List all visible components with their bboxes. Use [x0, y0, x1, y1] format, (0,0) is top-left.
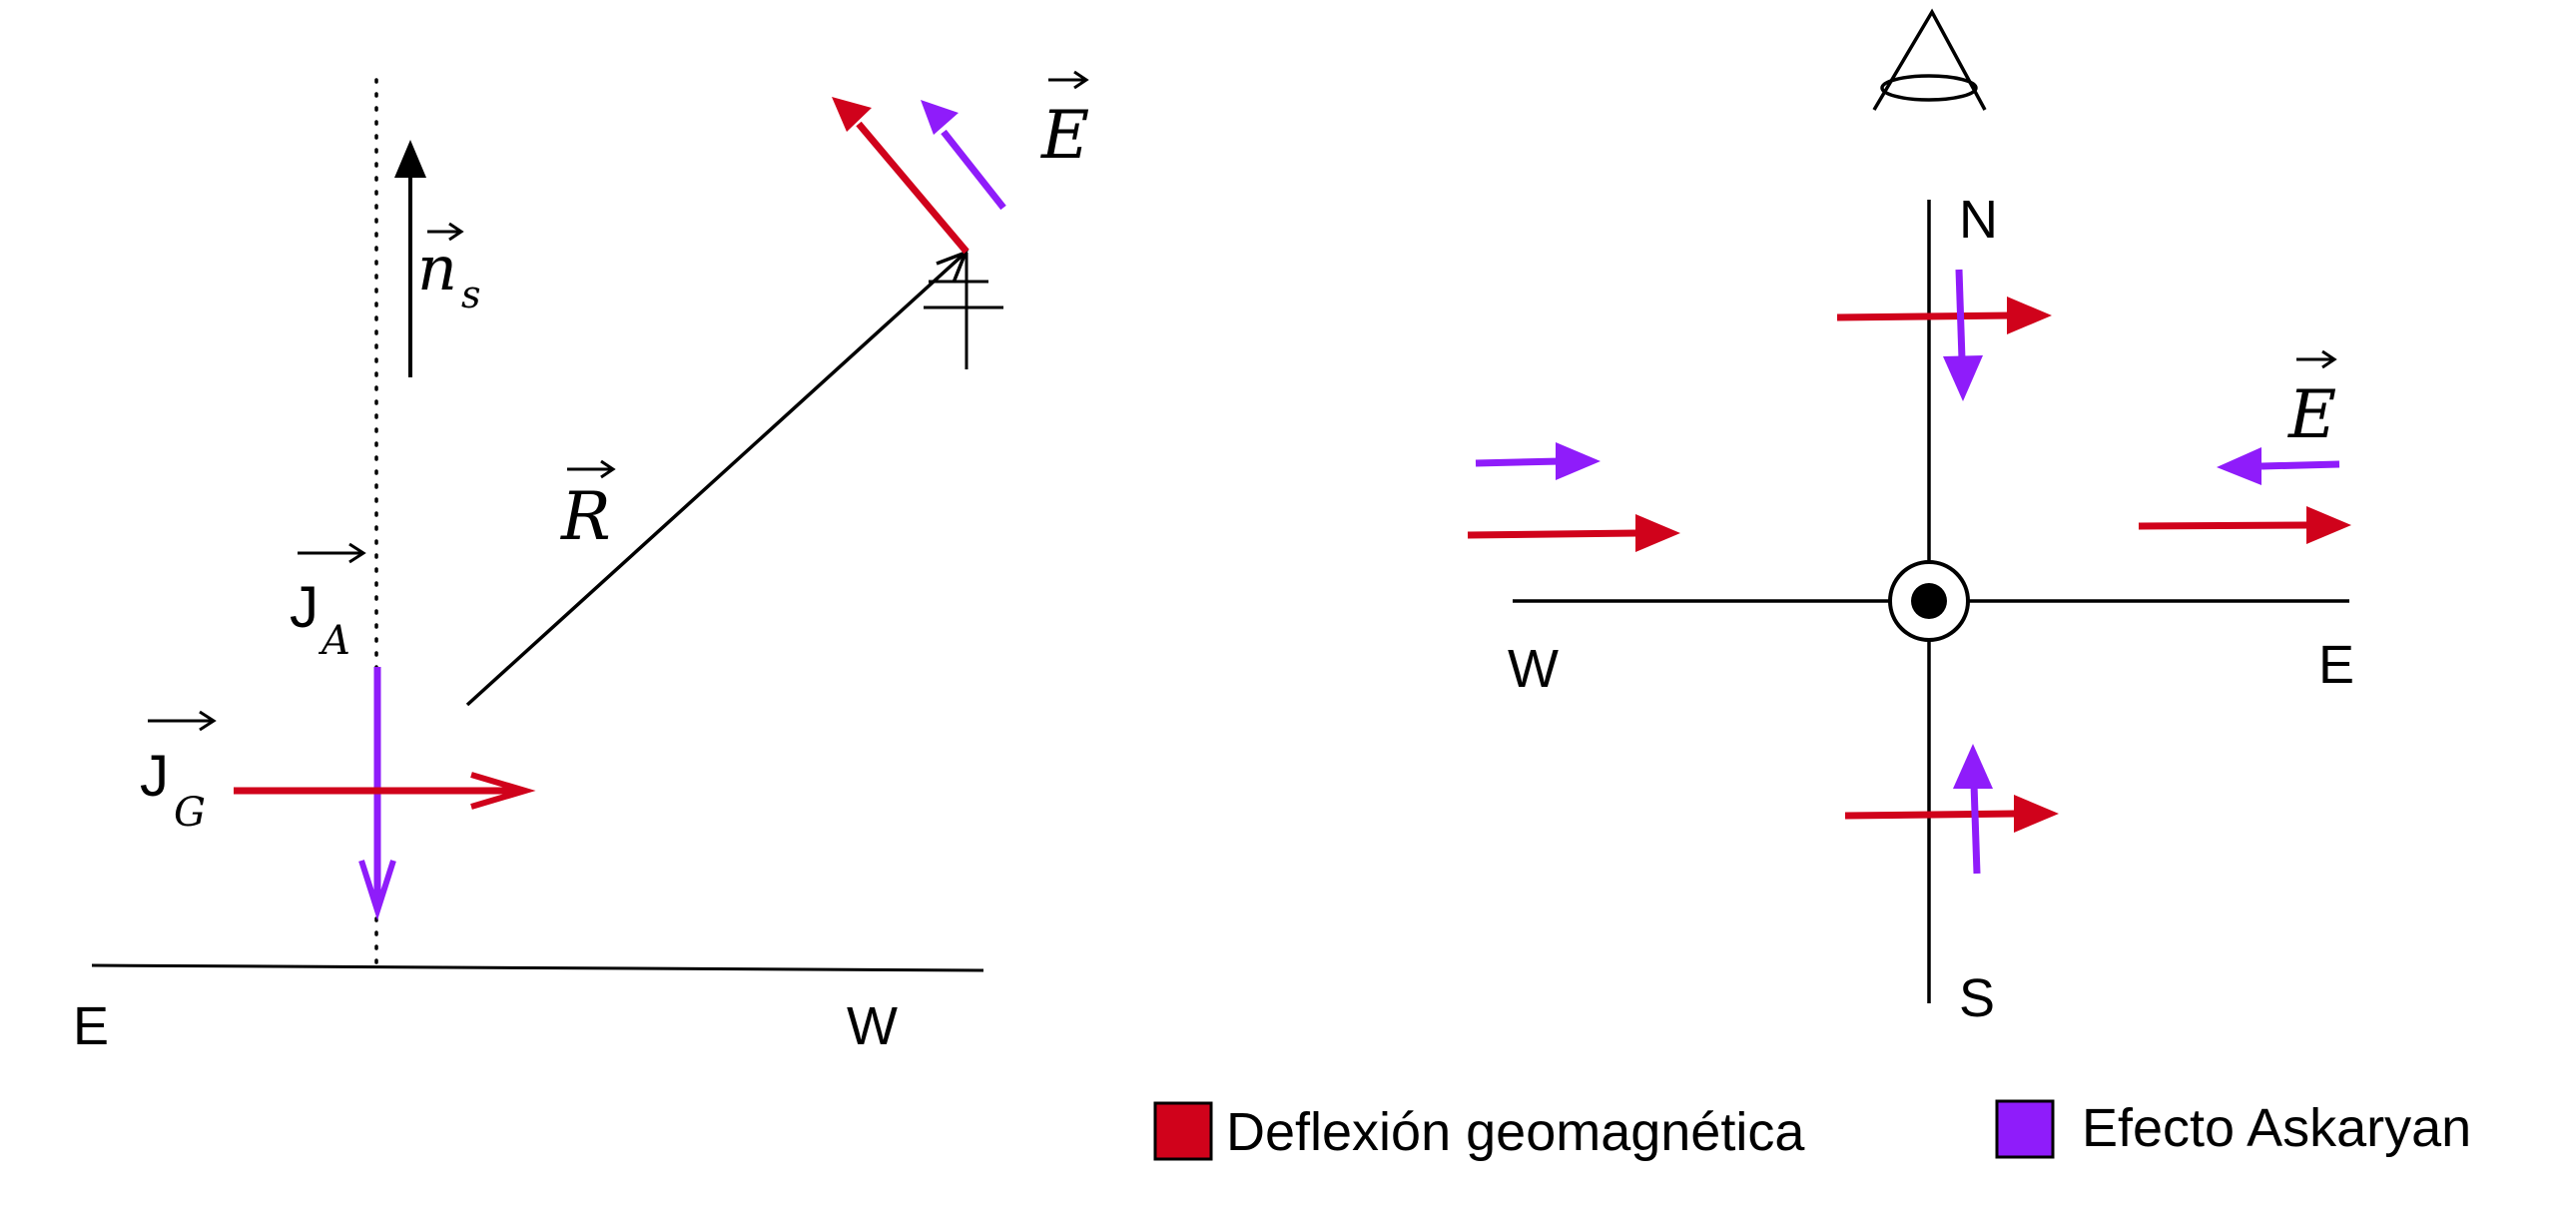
- vector-overarrow-icon: [567, 459, 616, 479]
- position-vector-arrow: [465, 249, 969, 707]
- geomagnetic-current-symbol: J: [140, 744, 169, 809]
- geomagnetic-current-arrow: [234, 772, 536, 810]
- label-south: S: [1959, 968, 1995, 1028]
- south-geomagnetic-arrow: [1844, 795, 2059, 833]
- vector-overarrow-icon: [1048, 70, 1089, 90]
- vector-overarrow-icon: [427, 222, 464, 242]
- legend: Deflexión geomagnética Efecto Askaryan: [1153, 1098, 2471, 1162]
- position-vector-symbol: R: [560, 478, 611, 555]
- askaryan-current-arrow: [358, 667, 396, 920]
- askaryan-current-subscript: A: [318, 618, 350, 664]
- dot-in-circle-icon: [1888, 560, 1970, 642]
- label-east-left: E: [73, 996, 109, 1056]
- west-geomagnetic-arrow: [1467, 514, 1680, 552]
- left-panel: n s R: [73, 70, 1089, 1056]
- vector-overarrow-icon: [298, 542, 366, 564]
- north-geomagnetic-arrow: [1836, 297, 2052, 334]
- right-panel: E N S W E: [1467, 8, 2354, 1028]
- right-field-vector-symbol: E: [2287, 376, 2336, 453]
- geomagnetic-current-subscript: G: [174, 790, 206, 836]
- legend-swatch-geomagnetic: [1153, 1101, 1213, 1161]
- askaryan-current-label: J A: [290, 542, 366, 664]
- label-north: N: [1959, 190, 1998, 250]
- label-east-right: E: [2318, 635, 2354, 695]
- normal-vector-arrow: [394, 140, 426, 377]
- eye-icon: [1872, 8, 1987, 111]
- normal-vector-subscript: s: [461, 273, 481, 316]
- field-vector-symbol: E: [1040, 97, 1089, 174]
- north-askaryan-arrow: [1943, 269, 1983, 401]
- position-vector-label: R: [560, 459, 616, 555]
- east-geomagnetic-arrow: [2138, 506, 2351, 544]
- legend-label-geomagnetic: Deflexión geomagnética: [1226, 1102, 1805, 1162]
- legend-label-askaryan: Efecto Askaryan: [2082, 1098, 2471, 1158]
- south-askaryan-arrow: [1953, 744, 1993, 875]
- east-askaryan-arrow: [2217, 447, 2340, 485]
- normal-vector-label: n s: [417, 222, 481, 316]
- legend-swatch-askaryan: [1995, 1099, 2055, 1159]
- vector-overarrow-icon: [148, 710, 217, 732]
- field-vector-label: E: [1040, 70, 1089, 174]
- antenna-icon: [924, 253, 1003, 369]
- geomagnetic-current-label: J G: [140, 710, 217, 836]
- geomagnetic-field-arrow: [832, 97, 969, 255]
- legend-item-geomagnetic: Deflexión geomagnética: [1153, 1101, 1805, 1162]
- west-askaryan-arrow: [1475, 442, 1601, 480]
- right-field-vector-label: E: [2287, 349, 2337, 453]
- askaryan-field-arrow: [921, 100, 1006, 211]
- legend-item-askaryan: Efecto Askaryan: [1995, 1098, 2471, 1159]
- label-west-right: W: [1508, 639, 1559, 699]
- ground-line: [91, 963, 984, 972]
- label-west-left: W: [847, 996, 898, 1056]
- vector-overarrow-icon: [2296, 349, 2337, 369]
- askaryan-current-symbol: J: [290, 575, 319, 640]
- normal-vector-symbol: n: [417, 232, 457, 304]
